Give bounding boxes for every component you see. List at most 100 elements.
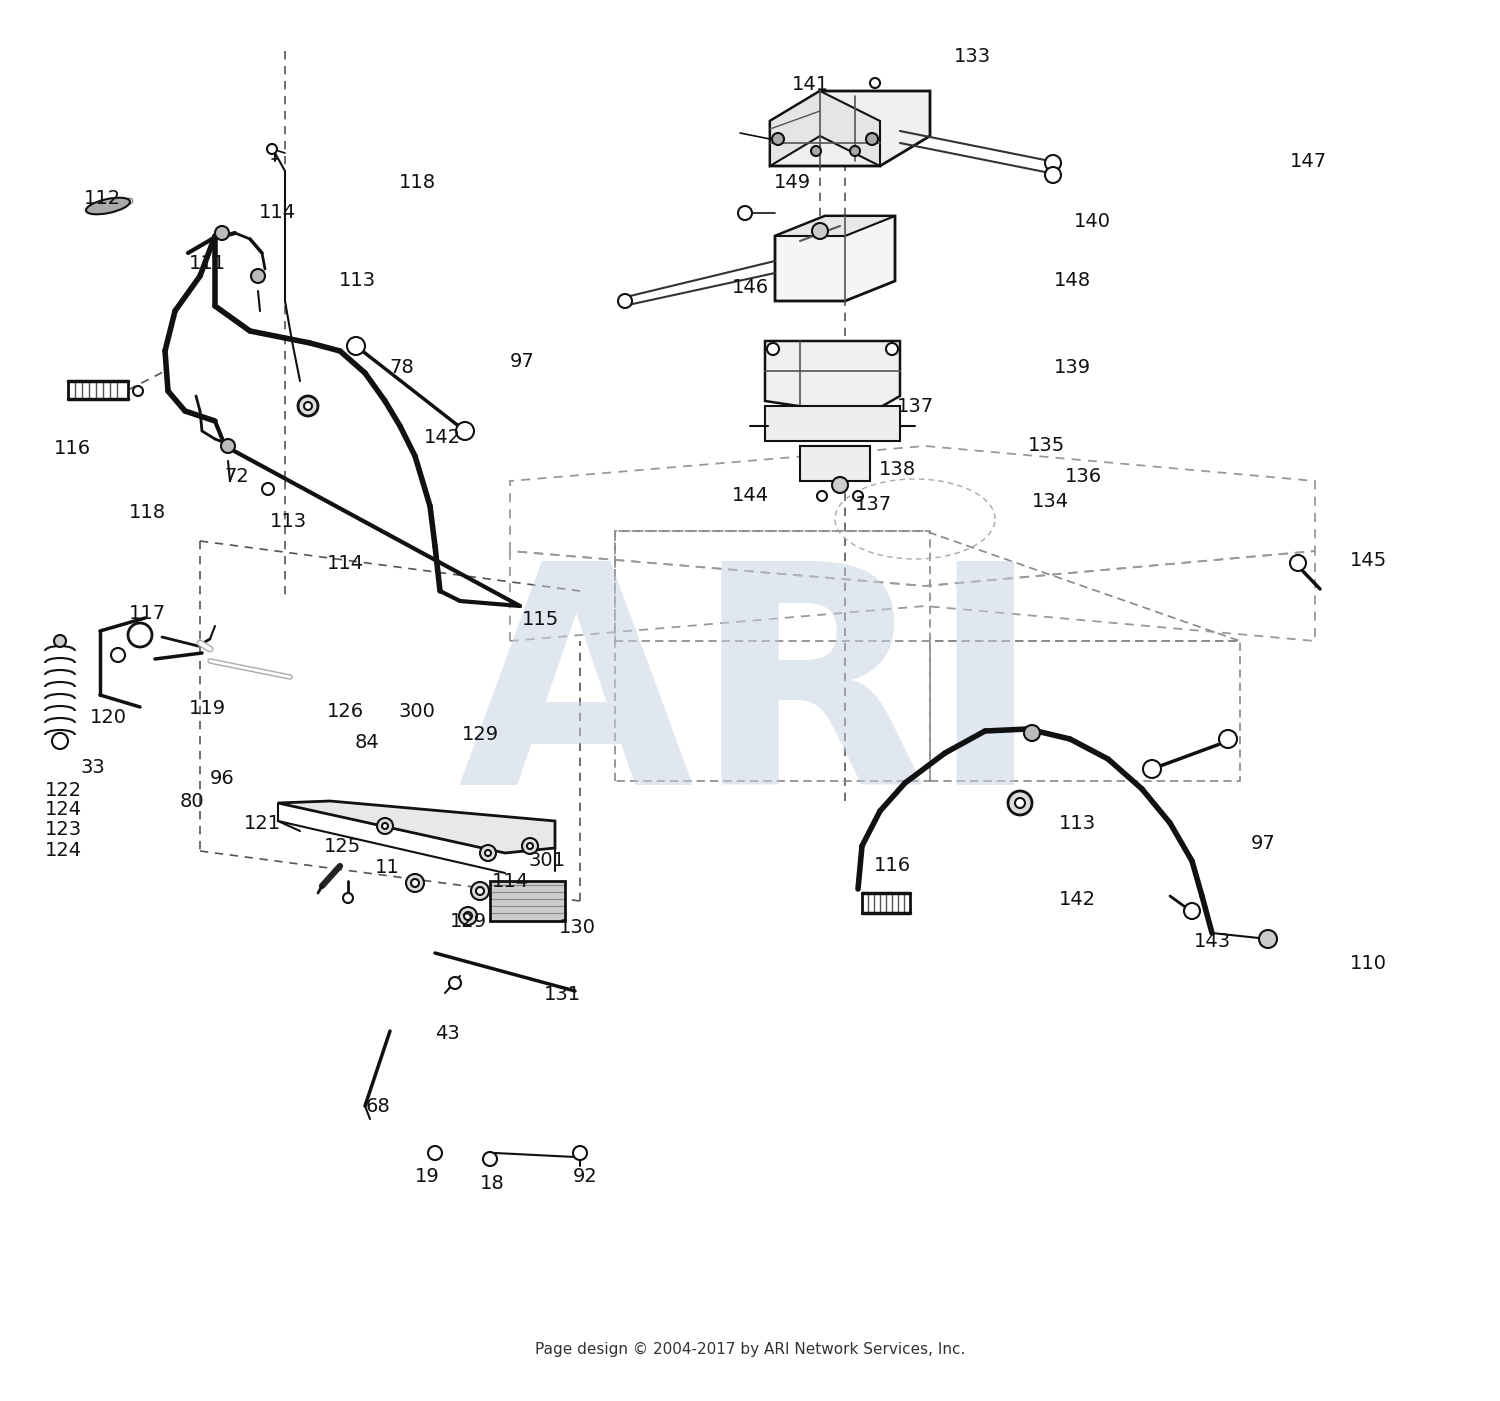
Circle shape [456,422,474,440]
Text: 137: 137 [855,495,891,514]
Text: 72: 72 [225,467,249,486]
Text: 123: 123 [45,820,81,839]
Circle shape [220,439,236,453]
Text: 140: 140 [1074,212,1110,231]
Circle shape [522,838,538,855]
Circle shape [738,206,752,220]
Text: 110: 110 [1350,954,1386,974]
Circle shape [1258,930,1276,948]
Text: 142: 142 [424,427,460,447]
Text: 115: 115 [522,609,558,629]
Text: 43: 43 [435,1024,459,1044]
Circle shape [573,1146,586,1160]
Text: 68: 68 [366,1097,390,1117]
Text: 80: 80 [180,792,204,811]
Circle shape [476,887,484,895]
Circle shape [214,226,230,240]
Text: 136: 136 [1065,467,1101,486]
Text: 113: 113 [270,511,306,531]
Circle shape [262,483,274,495]
Text: 113: 113 [339,270,375,290]
Text: 114: 114 [260,203,296,223]
Circle shape [850,146,859,156]
Circle shape [870,78,880,88]
Text: 119: 119 [189,699,225,719]
Circle shape [448,976,460,989]
Circle shape [526,843,532,849]
Circle shape [1143,759,1161,778]
Circle shape [134,387,142,396]
Circle shape [886,343,898,354]
Text: 19: 19 [416,1167,440,1187]
Text: 144: 144 [732,486,768,506]
Text: 121: 121 [244,814,280,834]
Circle shape [1024,724,1039,741]
Circle shape [111,649,125,663]
Circle shape [772,133,784,144]
Text: Page design © 2004-2017 by ARI Network Services, Inc.: Page design © 2004-2017 by ARI Network S… [536,1342,964,1356]
Text: 118: 118 [399,172,435,192]
Text: 96: 96 [210,769,234,789]
Text: 133: 133 [954,46,990,66]
Text: 33: 33 [81,758,105,778]
Circle shape [464,912,472,920]
Text: 118: 118 [129,503,165,523]
Circle shape [427,1146,442,1160]
Text: 142: 142 [1059,890,1095,909]
Text: 129: 129 [462,724,498,744]
Text: 145: 145 [1350,551,1386,570]
Circle shape [1046,156,1060,171]
Circle shape [346,338,364,354]
Circle shape [1220,730,1238,748]
Text: 143: 143 [1194,932,1230,951]
Text: 149: 149 [774,172,810,192]
Text: 141: 141 [792,74,828,94]
Text: 116: 116 [874,856,910,876]
Circle shape [812,146,820,156]
Circle shape [382,822,388,829]
Text: 84: 84 [356,733,380,752]
Circle shape [1008,792,1032,815]
Text: 300: 300 [399,702,435,722]
Circle shape [1046,167,1060,184]
Circle shape [128,623,152,647]
Text: 18: 18 [480,1174,504,1194]
Bar [490,881,566,920]
Text: 113: 113 [1059,814,1095,834]
Text: 125: 125 [324,836,360,856]
Circle shape [411,878,419,887]
Circle shape [818,490,827,502]
Circle shape [53,733,68,750]
Text: 78: 78 [390,357,414,377]
Bar [800,446,870,481]
Circle shape [304,402,312,410]
Circle shape [459,906,477,925]
Text: 134: 134 [1032,492,1068,511]
Text: 135: 135 [1029,436,1065,455]
Circle shape [853,490,862,502]
Text: 122: 122 [45,780,81,800]
Text: 139: 139 [1054,357,1090,377]
Text: 11: 11 [375,857,399,877]
Polygon shape [770,91,880,165]
Polygon shape [278,801,555,853]
Text: 114: 114 [492,871,528,891]
Text: 138: 138 [879,460,915,479]
Circle shape [251,269,266,283]
Circle shape [618,294,632,308]
Text: 116: 116 [54,439,90,458]
Circle shape [267,144,278,154]
Circle shape [298,396,318,416]
Circle shape [833,476,848,493]
Circle shape [54,635,66,647]
Text: 114: 114 [327,553,363,573]
Ellipse shape [86,198,130,214]
Text: 111: 111 [189,254,225,273]
Circle shape [406,874,424,892]
Text: 130: 130 [560,918,596,937]
Text: 97: 97 [510,352,534,371]
Text: 148: 148 [1054,270,1090,290]
Polygon shape [776,216,896,301]
Circle shape [812,223,828,240]
Text: 112: 112 [84,189,120,209]
